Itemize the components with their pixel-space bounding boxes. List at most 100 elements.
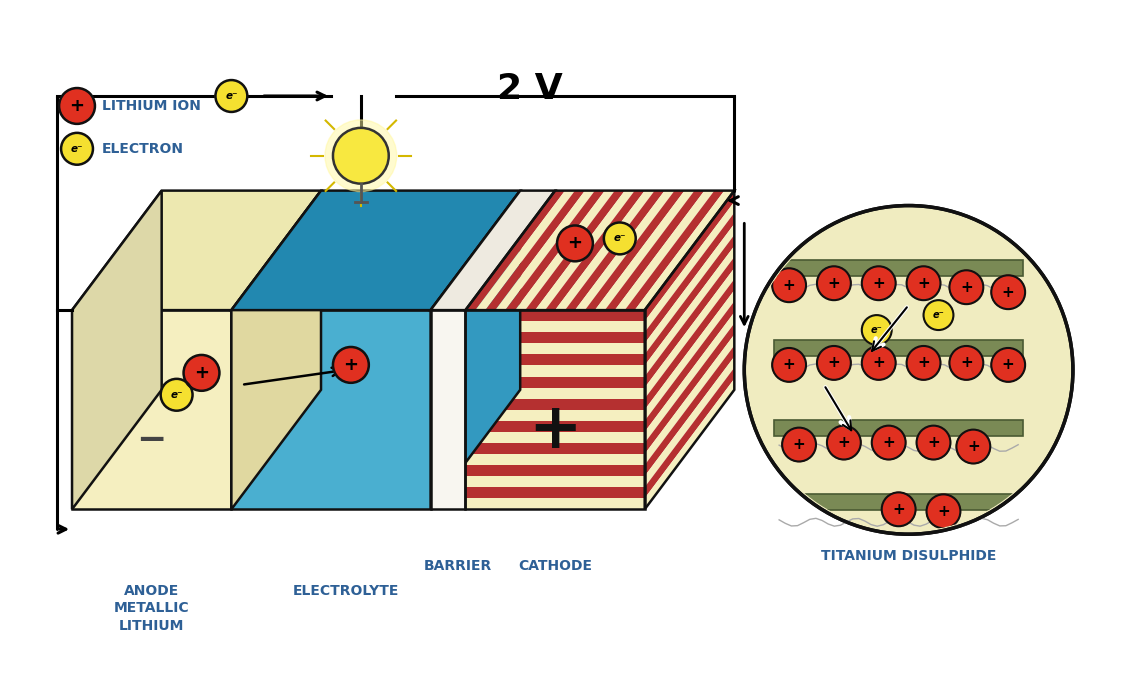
Text: +: +: [882, 435, 895, 450]
Text: +: +: [1002, 285, 1014, 300]
Polygon shape: [645, 312, 735, 443]
Polygon shape: [645, 202, 735, 333]
Polygon shape: [232, 310, 431, 509]
Text: +: +: [782, 277, 796, 292]
Polygon shape: [645, 213, 735, 343]
Circle shape: [991, 275, 1026, 309]
Circle shape: [604, 222, 636, 254]
Polygon shape: [555, 190, 655, 310]
Polygon shape: [465, 321, 645, 333]
Circle shape: [906, 267, 940, 300]
Polygon shape: [485, 190, 584, 310]
Polygon shape: [615, 190, 714, 310]
Polygon shape: [505, 190, 605, 310]
Polygon shape: [634, 190, 735, 310]
Text: BARRIER: BARRIER: [424, 559, 492, 573]
Text: LITHIUM ION: LITHIUM ION: [102, 99, 201, 113]
Text: +: +: [918, 275, 930, 291]
Polygon shape: [774, 420, 1023, 436]
Text: +: +: [960, 356, 973, 371]
Circle shape: [956, 430, 990, 464]
Circle shape: [745, 205, 1073, 534]
Text: +: +: [893, 502, 905, 517]
Circle shape: [782, 428, 816, 462]
Circle shape: [872, 426, 905, 460]
Text: +: +: [792, 437, 805, 452]
Polygon shape: [645, 246, 735, 377]
Polygon shape: [525, 190, 624, 310]
Polygon shape: [465, 398, 645, 410]
Polygon shape: [645, 301, 735, 432]
Text: e⁻: e⁻: [614, 233, 626, 243]
Polygon shape: [465, 354, 645, 365]
Circle shape: [183, 355, 219, 391]
Polygon shape: [431, 190, 555, 310]
Polygon shape: [645, 345, 735, 476]
Text: +: +: [838, 435, 850, 450]
Text: TITANIUM DISULPHIDE: TITANIUM DISULPHIDE: [821, 549, 996, 563]
Polygon shape: [465, 454, 645, 465]
Text: e⁻: e⁻: [225, 91, 238, 101]
Polygon shape: [496, 190, 595, 310]
Polygon shape: [475, 190, 575, 310]
Text: +: +: [567, 235, 582, 252]
Circle shape: [333, 128, 389, 184]
Polygon shape: [465, 310, 645, 321]
Polygon shape: [465, 377, 645, 388]
Polygon shape: [232, 190, 521, 310]
Polygon shape: [645, 268, 735, 398]
Polygon shape: [645, 335, 735, 465]
Text: +: +: [529, 398, 582, 460]
Polygon shape: [645, 279, 735, 410]
Text: +: +: [828, 275, 840, 291]
Polygon shape: [465, 421, 645, 432]
Circle shape: [862, 267, 896, 300]
Circle shape: [215, 80, 248, 112]
Polygon shape: [465, 487, 645, 498]
Polygon shape: [536, 190, 634, 310]
Text: CATHODE: CATHODE: [518, 559, 592, 573]
Polygon shape: [645, 224, 735, 354]
Circle shape: [827, 426, 861, 460]
Polygon shape: [465, 476, 645, 487]
Polygon shape: [774, 340, 1023, 356]
Polygon shape: [72, 310, 232, 509]
Polygon shape: [232, 190, 321, 509]
Circle shape: [881, 492, 915, 526]
Text: +: +: [960, 279, 973, 294]
Text: ELECTRON: ELECTRON: [102, 142, 184, 156]
Text: +: +: [828, 356, 840, 371]
Polygon shape: [72, 190, 161, 509]
Circle shape: [772, 269, 806, 302]
Polygon shape: [645, 257, 735, 388]
Polygon shape: [431, 190, 521, 509]
Text: e⁻: e⁻: [70, 143, 83, 154]
Polygon shape: [774, 494, 1023, 510]
Circle shape: [862, 315, 891, 345]
Polygon shape: [465, 410, 645, 421]
Polygon shape: [645, 356, 735, 487]
Text: +: +: [927, 435, 940, 450]
Circle shape: [949, 346, 984, 380]
Text: +: +: [872, 275, 885, 291]
Polygon shape: [774, 260, 1023, 276]
Circle shape: [923, 300, 954, 330]
Polygon shape: [645, 290, 735, 421]
Circle shape: [325, 120, 397, 192]
Text: 2 V: 2 V: [497, 72, 563, 106]
Polygon shape: [605, 190, 705, 310]
Text: +: +: [937, 504, 949, 519]
Polygon shape: [584, 190, 684, 310]
Circle shape: [906, 346, 940, 380]
Text: +: +: [343, 356, 358, 374]
Text: +: +: [1002, 358, 1014, 373]
Circle shape: [862, 346, 896, 380]
Circle shape: [772, 348, 806, 382]
Polygon shape: [465, 443, 645, 454]
Text: +: +: [782, 358, 796, 373]
Polygon shape: [72, 190, 321, 310]
Polygon shape: [515, 190, 615, 310]
Text: −: −: [136, 422, 167, 456]
Circle shape: [916, 426, 951, 460]
Circle shape: [61, 133, 93, 165]
